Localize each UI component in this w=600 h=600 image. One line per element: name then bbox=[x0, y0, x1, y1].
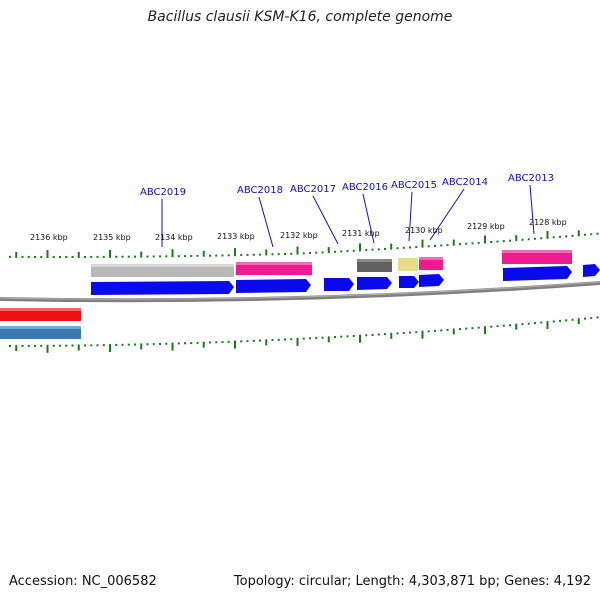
kbp-label: 2133 kbp bbox=[217, 232, 255, 241]
kbp-label: 2132 kbp bbox=[280, 231, 318, 240]
cds-arrow[interactable] bbox=[236, 279, 311, 293]
cds-track bbox=[91, 264, 600, 295]
cds-arrow[interactable] bbox=[419, 274, 444, 287]
gene-label[interactable]: ABC2017 bbox=[290, 184, 336, 195]
gene-leader-lines bbox=[161, 184, 535, 248]
feature-red[interactable] bbox=[0, 308, 81, 321]
accession-label: Accession: NC_006582 bbox=[9, 574, 157, 589]
kbp-label: 2131 kbp bbox=[342, 229, 380, 238]
gene-label[interactable]: ABC2015 bbox=[391, 180, 437, 191]
feature-pink[interactable] bbox=[419, 257, 443, 270]
gene-label[interactable]: ABC2019 bbox=[140, 187, 186, 198]
gene-label[interactable]: ABC2018 bbox=[237, 185, 283, 196]
lower-feature-track bbox=[0, 308, 81, 339]
kbp-label: 2128 kbp bbox=[529, 218, 567, 227]
lower-tick-track bbox=[9, 316, 599, 353]
genome-backbone bbox=[0, 281, 600, 303]
feature-pink[interactable] bbox=[502, 250, 572, 264]
cds-arrow[interactable] bbox=[503, 266, 572, 281]
cds-arrow[interactable] bbox=[91, 281, 234, 295]
feature-yellow[interactable] bbox=[398, 258, 418, 271]
cds-arrow[interactable] bbox=[399, 276, 419, 288]
feature-track bbox=[91, 250, 572, 277]
gene-label[interactable]: ABC2013 bbox=[508, 173, 554, 184]
cds-arrow[interactable] bbox=[324, 278, 354, 291]
kbp-label: 2134 kbp bbox=[155, 233, 193, 242]
feature-pink[interactable] bbox=[236, 262, 312, 275]
feature-gray[interactable] bbox=[91, 264, 234, 277]
kbp-label: 2136 kbp bbox=[30, 233, 68, 242]
cds-arrow[interactable] bbox=[357, 277, 392, 290]
genome-title: Bacillus clausii KSM-K16, complete genom… bbox=[147, 9, 453, 25]
feature-dark[interactable] bbox=[357, 259, 392, 272]
kbp-label: 2130 kbp bbox=[405, 226, 443, 235]
upper-tick-track bbox=[9, 230, 599, 258]
genome-summary: Topology: circular; Length: 4,303,871 bp… bbox=[233, 574, 591, 589]
gene-label[interactable]: ABC2014 bbox=[442, 177, 488, 188]
gene-label[interactable]: ABC2016 bbox=[342, 182, 388, 193]
kbp-label: 2135 kbp bbox=[93, 233, 131, 242]
feature-steel[interactable] bbox=[0, 326, 81, 339]
cds-arrow[interactable] bbox=[583, 264, 600, 277]
kbp-label: 2129 kbp bbox=[467, 222, 505, 231]
